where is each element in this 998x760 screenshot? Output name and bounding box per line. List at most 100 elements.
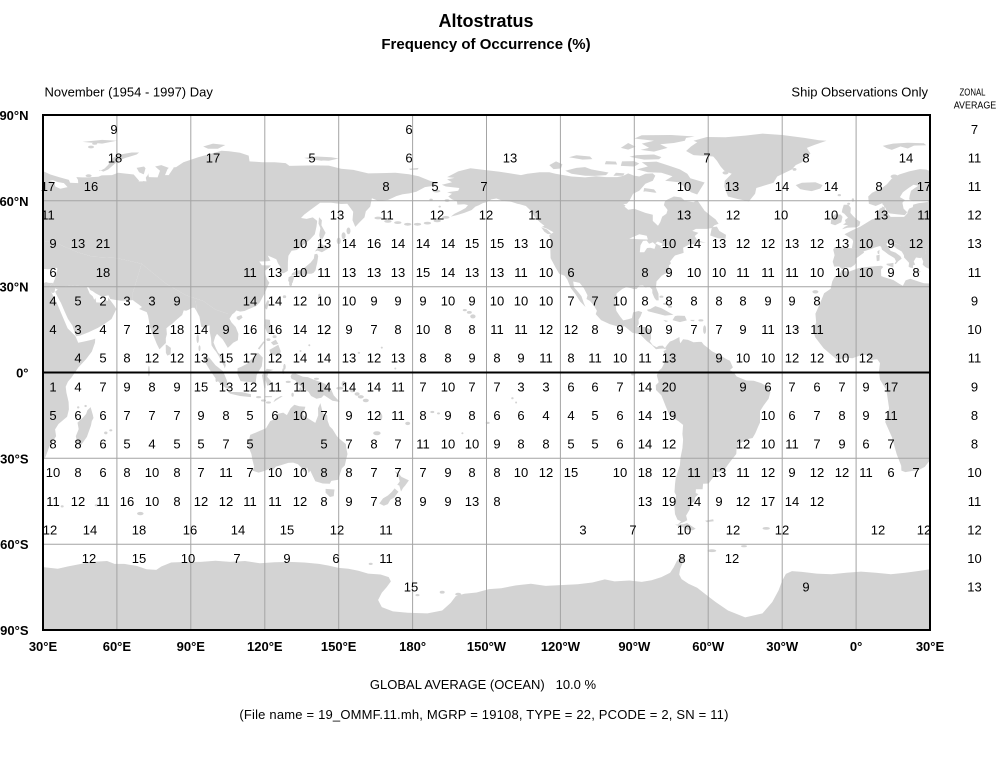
svg-text:9: 9 [394, 294, 401, 309]
svg-text:10: 10 [145, 494, 159, 509]
svg-text:12: 12 [367, 408, 381, 423]
svg-text:14: 14 [441, 236, 455, 251]
svg-text:150°E: 150°E [321, 639, 357, 654]
svg-text:(File name = 19_OMMF.11.mh, MG: (File name = 19_OMMF.11.mh, MGRP = 19108… [239, 707, 728, 722]
svg-text:10: 10 [810, 265, 824, 280]
svg-text:1: 1 [49, 379, 56, 394]
svg-text:12: 12 [145, 351, 159, 366]
svg-text:8: 8 [222, 408, 229, 423]
svg-text:9: 9 [49, 236, 56, 251]
svg-text:8: 8 [444, 322, 451, 337]
svg-text:8: 8 [971, 408, 978, 423]
svg-text:7: 7 [370, 465, 377, 480]
svg-text:November (1954 - 1997) Day: November (1954 - 1997) Day [45, 85, 214, 100]
svg-text:12: 12 [293, 494, 307, 509]
svg-text:9: 9 [468, 351, 475, 366]
svg-text:6: 6 [616, 408, 623, 423]
svg-text:10: 10 [46, 465, 60, 480]
svg-text:8: 8 [715, 294, 722, 309]
svg-text:7: 7 [419, 379, 426, 394]
svg-text:17: 17 [761, 494, 775, 509]
svg-text:12: 12 [726, 522, 740, 537]
svg-text:12: 12 [293, 294, 307, 309]
svg-text:11: 11 [736, 465, 750, 480]
svg-text:11: 11 [528, 208, 542, 223]
svg-text:7: 7 [345, 437, 352, 452]
svg-text:14: 14 [342, 379, 356, 394]
svg-text:7: 7 [629, 522, 636, 537]
svg-text:11: 11 [968, 494, 982, 509]
svg-text:12: 12 [539, 322, 553, 337]
svg-text:10: 10 [490, 294, 504, 309]
svg-text:8: 8 [493, 494, 500, 509]
svg-text:12: 12 [662, 437, 676, 452]
svg-text:13: 13 [342, 265, 356, 280]
svg-text:10: 10 [761, 351, 775, 366]
svg-text:11: 11 [46, 494, 60, 509]
svg-text:9: 9 [739, 322, 746, 337]
svg-text:11: 11 [968, 265, 982, 280]
svg-text:7: 7 [690, 322, 697, 337]
svg-text:7: 7 [123, 322, 130, 337]
svg-text:14: 14 [243, 294, 257, 309]
svg-text:10: 10 [539, 265, 553, 280]
svg-text:4: 4 [542, 408, 549, 423]
svg-text:17: 17 [917, 179, 931, 194]
svg-text:9: 9 [370, 294, 377, 309]
svg-text:11: 11 [96, 494, 110, 509]
svg-text:8: 8 [123, 351, 130, 366]
svg-text:14: 14 [416, 236, 430, 251]
svg-text:30°E: 30°E [916, 639, 945, 654]
svg-text:12: 12 [662, 465, 676, 480]
svg-text:13: 13 [391, 265, 405, 280]
svg-text:12: 12 [71, 494, 85, 509]
svg-text:5: 5 [173, 437, 180, 452]
svg-text:10: 10 [712, 265, 726, 280]
svg-text:10: 10 [677, 522, 691, 537]
svg-text:12: 12 [761, 465, 775, 480]
svg-text:10: 10 [967, 322, 981, 337]
svg-text:7: 7 [320, 408, 327, 423]
svg-text:8: 8 [971, 437, 978, 452]
svg-text:11: 11 [761, 265, 775, 280]
svg-text:8: 8 [838, 408, 845, 423]
svg-text:8: 8 [345, 465, 352, 480]
svg-text:6: 6 [764, 379, 771, 394]
svg-text:5: 5 [123, 437, 130, 452]
svg-text:10: 10 [145, 465, 159, 480]
svg-text:11: 11 [968, 179, 982, 194]
svg-text:6: 6 [517, 408, 524, 423]
svg-text:14: 14 [194, 322, 208, 337]
svg-text:4: 4 [74, 351, 81, 366]
svg-text:10: 10 [613, 351, 627, 366]
svg-text:12: 12 [810, 465, 824, 480]
svg-text:14: 14 [293, 322, 307, 337]
svg-text:180°: 180° [399, 639, 426, 654]
svg-text:9: 9 [110, 122, 117, 137]
svg-text:14: 14 [441, 265, 455, 280]
svg-text:7: 7 [394, 437, 401, 452]
svg-text:12: 12 [726, 208, 740, 223]
svg-text:7: 7 [887, 437, 894, 452]
svg-text:10: 10 [662, 236, 676, 251]
svg-text:30°N: 30°N [0, 280, 29, 295]
svg-text:3: 3 [74, 322, 81, 337]
svg-text:90°N: 90°N [0, 108, 29, 123]
svg-text:6: 6 [99, 465, 106, 480]
svg-text:13: 13 [391, 351, 405, 366]
svg-text:11: 11 [968, 351, 982, 366]
svg-text:9: 9 [715, 494, 722, 509]
svg-text:13: 13 [219, 379, 233, 394]
svg-text:12: 12 [539, 465, 553, 480]
svg-text:9: 9 [197, 408, 204, 423]
svg-text:8: 8 [468, 465, 475, 480]
svg-text:13: 13 [465, 265, 479, 280]
svg-text:30°E: 30°E [29, 639, 58, 654]
svg-text:15: 15 [564, 465, 578, 480]
svg-text:9: 9 [493, 437, 500, 452]
svg-text:12: 12 [761, 236, 775, 251]
svg-text:10: 10 [441, 294, 455, 309]
svg-text:8: 8 [468, 322, 475, 337]
svg-text:8: 8 [912, 265, 919, 280]
svg-text:16: 16 [183, 522, 197, 537]
